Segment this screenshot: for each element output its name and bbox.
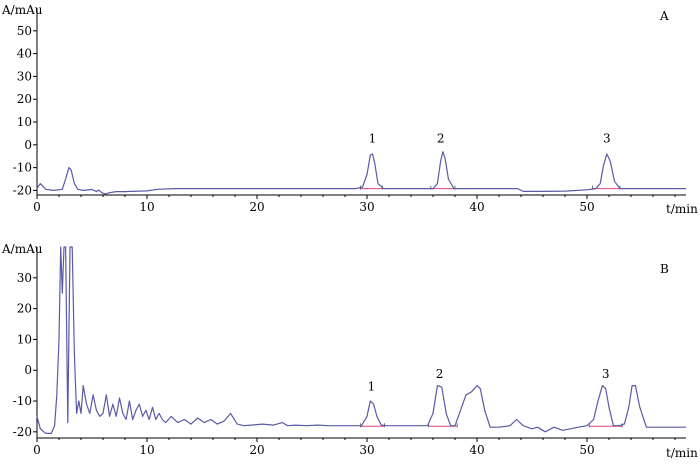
panel-a-peak-label: 2	[437, 132, 445, 146]
panel-b-x-tick-label: 40	[469, 443, 484, 457]
panel-b-y-axis-label: A/mAu	[1, 242, 43, 256]
panel-b: A/mAu B t/min 0 10 20 30 40 50 -20 -10 0 10 20 30 1 2…	[1, 242, 698, 460]
panel-a-y-tick-label: 10	[17, 115, 32, 129]
panel-a-y-tick-label: -20	[13, 183, 32, 197]
panel-b-y-tick-label: -20	[13, 425, 32, 439]
panel-a-y-tick-label: 40	[17, 47, 32, 61]
panel-a-y-tick-label: 20	[17, 92, 32, 106]
panel-a: A/mAu A t/min 0 10 20 30 40 50 -20 -10 0 10 20 30 40…	[1, 3, 698, 216]
panel-b-y-tick-label: 20	[17, 302, 32, 316]
panel-b-peak-label: 1	[368, 379, 376, 393]
panel-b-x-tick-label: 30	[359, 443, 374, 457]
panel-b-x-tick-label: 0	[33, 443, 41, 457]
panel-a-x-tick-label: 20	[249, 200, 264, 214]
panel-b-x-tick-label: 50	[579, 443, 594, 457]
panel-a-y-axis-label: A/mAu	[1, 3, 43, 17]
panel-a-x-tick-label: 40	[469, 200, 484, 214]
panel-b-peak-label: 2	[436, 367, 444, 381]
panel-a-peak-label: 3	[603, 132, 611, 146]
panel-a-label: A	[659, 9, 669, 23]
panel-b-peak-label: 3	[602, 367, 610, 381]
panel-a-peak-label: 1	[369, 132, 377, 146]
panel-a-x-tick-label: 0	[33, 200, 41, 214]
panel-a-chromatogram-trace	[36, 151, 686, 195]
panel-b-y-tick-label: 0	[24, 363, 32, 377]
panel-a-x-tick-label: 10	[139, 200, 154, 214]
panel-b-x-axis-label: t/min	[666, 446, 698, 460]
panel-a-y-tick-label: -10	[13, 161, 32, 175]
panel-a-y-tick-label: 30	[17, 69, 32, 83]
panel-b-label: B	[660, 262, 669, 276]
panel-a-y-tick-label: 50	[17, 24, 32, 38]
panel-b-y-tick-label: 10	[17, 332, 32, 346]
panel-b-x-tick-label: 10	[139, 443, 154, 457]
panel-b-y-tick-label: 30	[17, 271, 32, 285]
panel-a-x-tick-label: 30	[359, 200, 374, 214]
panel-b-chromatogram-trace	[36, 246, 686, 434]
panel-a-y-tick-label: 0	[24, 138, 32, 152]
panel-b-y-tick-label: -10	[13, 394, 32, 408]
panel-a-x-tick-label: 50	[579, 200, 594, 214]
panel-a-x-axis-label: t/min	[666, 202, 698, 216]
panel-b-x-tick-label: 20	[249, 443, 264, 457]
